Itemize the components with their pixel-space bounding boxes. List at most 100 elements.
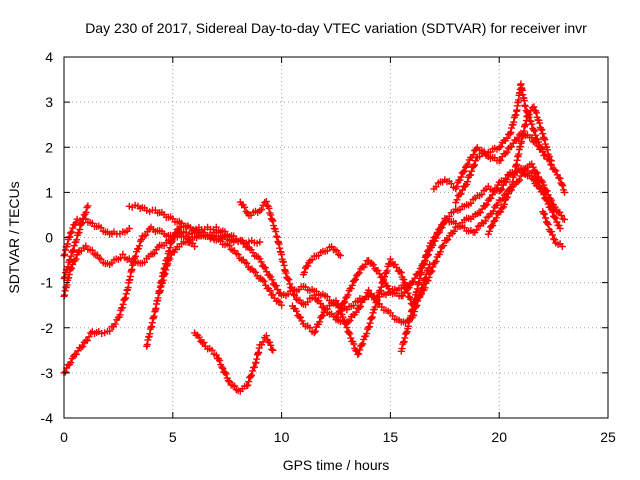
data-point: [73, 236, 81, 244]
data-point: [366, 290, 374, 298]
data-point: [423, 247, 431, 255]
data-point: [478, 190, 486, 198]
data-point: [425, 273, 433, 281]
data-point: [461, 182, 469, 190]
data-point: [290, 291, 298, 298]
data-point: [503, 193, 511, 201]
data-point: [401, 279, 409, 287]
data-point: [383, 267, 391, 275]
data-point: [457, 173, 465, 181]
chart-title: Day 230 of 2017, Sidereal Day-to-day VTE…: [85, 20, 587, 36]
data-point: [352, 308, 360, 316]
data-point: [557, 212, 565, 219]
data-point: [342, 320, 350, 328]
data-point: [365, 286, 373, 294]
data-point: [432, 183, 440, 191]
data-point: [347, 334, 355, 342]
data-point: [501, 150, 509, 158]
data-point: [137, 236, 145, 244]
data-point: [425, 246, 432, 254]
data-point: [197, 337, 205, 345]
axis-ticks: 0 5 10 15 20 25 -4 -3 -2 -1 0 1 2 3 4: [41, 49, 616, 445]
data-point: [470, 162, 477, 170]
data-point: [531, 173, 539, 180]
data-point: [473, 210, 481, 218]
data-point: [540, 181, 548, 189]
data-point: [291, 292, 299, 299]
data-point: [251, 363, 258, 371]
data-point: [83, 336, 91, 344]
data-point: [453, 183, 461, 191]
data-point: [447, 180, 455, 188]
data-point: [504, 190, 512, 198]
data-point: [242, 208, 250, 216]
data-point: [266, 287, 274, 295]
data-point: [440, 242, 448, 250]
data-point: [74, 347, 82, 355]
data-point: [67, 252, 75, 260]
data-point: [421, 284, 429, 292]
data-point: [200, 339, 208, 346]
data-series-arc-11: [299, 243, 344, 278]
data-point: [440, 220, 448, 228]
data-point: [77, 344, 85, 352]
data-point: [218, 363, 226, 371]
data-point: [521, 102, 529, 110]
data-point: [352, 276, 360, 283]
data-point: [312, 295, 320, 303]
data-point: [432, 233, 440, 241]
data-point: [556, 174, 564, 182]
data-point: [436, 248, 444, 256]
data-point: [552, 167, 560, 175]
data-point: [501, 200, 508, 208]
data-point: [306, 324, 314, 332]
data-point: [212, 351, 220, 359]
data-point: [428, 267, 436, 275]
data-point: [556, 225, 564, 232]
data-point: [508, 124, 515, 132]
data-point: [225, 242, 233, 249]
data-point: [503, 176, 511, 184]
data-point: [347, 284, 355, 292]
data-point: [485, 227, 493, 235]
data-point: [497, 208, 505, 216]
data-point: [141, 258, 148, 266]
data-point: [450, 227, 458, 235]
data-point: [464, 178, 471, 186]
data-point: [393, 264, 401, 271]
data-point: [262, 332, 270, 340]
data-point: [498, 185, 506, 193]
y-tick-label: 2: [45, 139, 53, 155]
data-point: [559, 182, 567, 190]
data-point: [249, 367, 257, 375]
data-point: [297, 313, 305, 321]
data-point: [119, 300, 127, 308]
data-point: [532, 109, 540, 117]
data-point: [310, 291, 318, 299]
data-point: [489, 221, 497, 229]
data-point: [374, 266, 382, 274]
data-point: [429, 237, 437, 245]
data-point: [346, 317, 354, 324]
data-point: [377, 283, 385, 291]
data-point: [553, 207, 561, 215]
data-point: [431, 259, 439, 267]
data-point: [122, 294, 129, 302]
data-point: [362, 261, 369, 269]
data-point: [540, 190, 548, 198]
data-point: [156, 286, 164, 294]
x-axis-label: GPS time / hours: [283, 457, 390, 473]
data-point: [495, 144, 503, 152]
data-point: [72, 350, 80, 358]
data-point: [468, 167, 475, 175]
data-point: [333, 247, 341, 255]
data-point: [122, 290, 130, 298]
data-point: [316, 318, 324, 326]
data-point: [550, 166, 558, 174]
data-point: [534, 138, 542, 146]
y-tick-label: 3: [45, 94, 53, 110]
data-point: [558, 180, 566, 188]
data-point: [442, 236, 450, 244]
x-tick-label: 10: [274, 429, 290, 445]
data-point: [111, 320, 119, 328]
